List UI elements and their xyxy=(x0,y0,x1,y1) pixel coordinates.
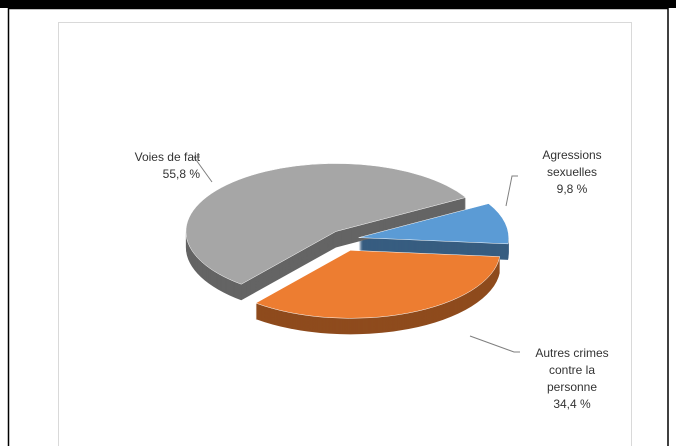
value-label: 9,8 % xyxy=(556,182,588,196)
value-label: 55,8 % xyxy=(162,167,200,181)
category-label: Agressions sexuelles xyxy=(542,148,602,179)
slice-label: Agressions sexuelles 9,8 % xyxy=(522,147,622,198)
slice xyxy=(255,250,501,319)
slice xyxy=(358,203,509,245)
slice xyxy=(185,163,467,285)
pie xyxy=(185,156,520,353)
category-label: Autres crimes contre la personne xyxy=(535,346,609,394)
category-label: Voies de fait xyxy=(134,150,200,164)
slice-label: Autres crimes contre la personne 34,4 % xyxy=(522,345,622,413)
value-label: 34,4 % xyxy=(553,397,591,411)
title-band xyxy=(0,0,676,8)
leader-line xyxy=(505,175,518,207)
leader-line xyxy=(469,335,520,353)
leader-line xyxy=(193,156,213,183)
slice-label: Voies de fait 55,8 % xyxy=(80,149,200,183)
plot-frame xyxy=(58,22,632,446)
